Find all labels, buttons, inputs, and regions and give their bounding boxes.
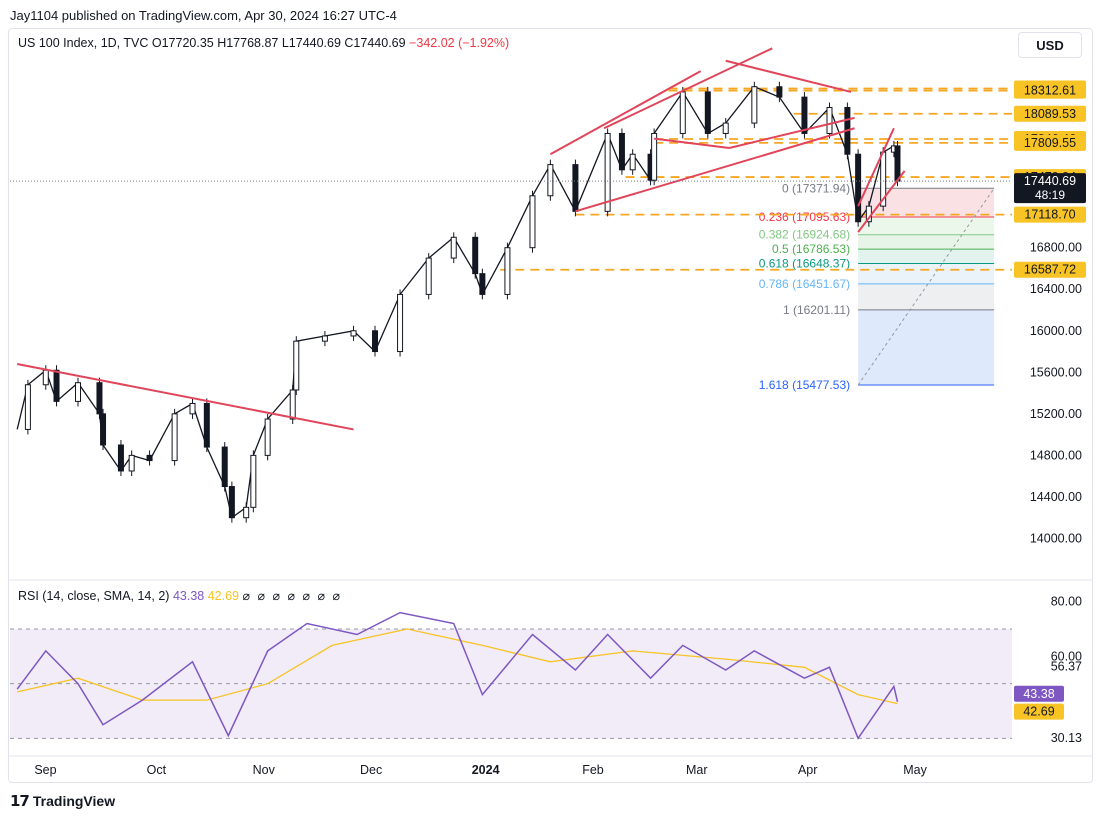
currency-button[interactable]: USD bbox=[1018, 32, 1082, 58]
tradingview-logo-icon: 𝟭𝟳 bbox=[10, 793, 30, 810]
rsi-sma-value: 42.69 bbox=[207, 589, 239, 603]
rsi-legend: RSI (14, close, SMA, 14, 2) 43.38 42.69 … bbox=[18, 588, 342, 603]
publisher-line: Jay1104 published on TradingView.com, Ap… bbox=[10, 8, 397, 23]
footer: 𝟭𝟳 TradingView bbox=[10, 792, 115, 810]
chart-frame bbox=[8, 28, 1093, 783]
ohlc-values: O17720.35 H17768.87 L17440.69 C17440.69 bbox=[151, 36, 406, 50]
symbol-legend: US 100 Index, 1D, TVC O17720.35 H17768.8… bbox=[18, 36, 509, 50]
rsi-label: RSI (14, close, SMA, 14, 2) bbox=[18, 589, 170, 603]
rsi-na-marks: ⌀ ⌀ ⌀ ⌀ ⌀ ⌀ ⌀ bbox=[242, 589, 342, 603]
footer-logo-text: TradingView bbox=[32, 793, 116, 809]
symbol-name: US 100 Index, 1D, TVC bbox=[18, 36, 149, 50]
price-change: −342.02 (−1.92%) bbox=[409, 36, 510, 50]
rsi-value: 43.38 bbox=[172, 589, 205, 603]
